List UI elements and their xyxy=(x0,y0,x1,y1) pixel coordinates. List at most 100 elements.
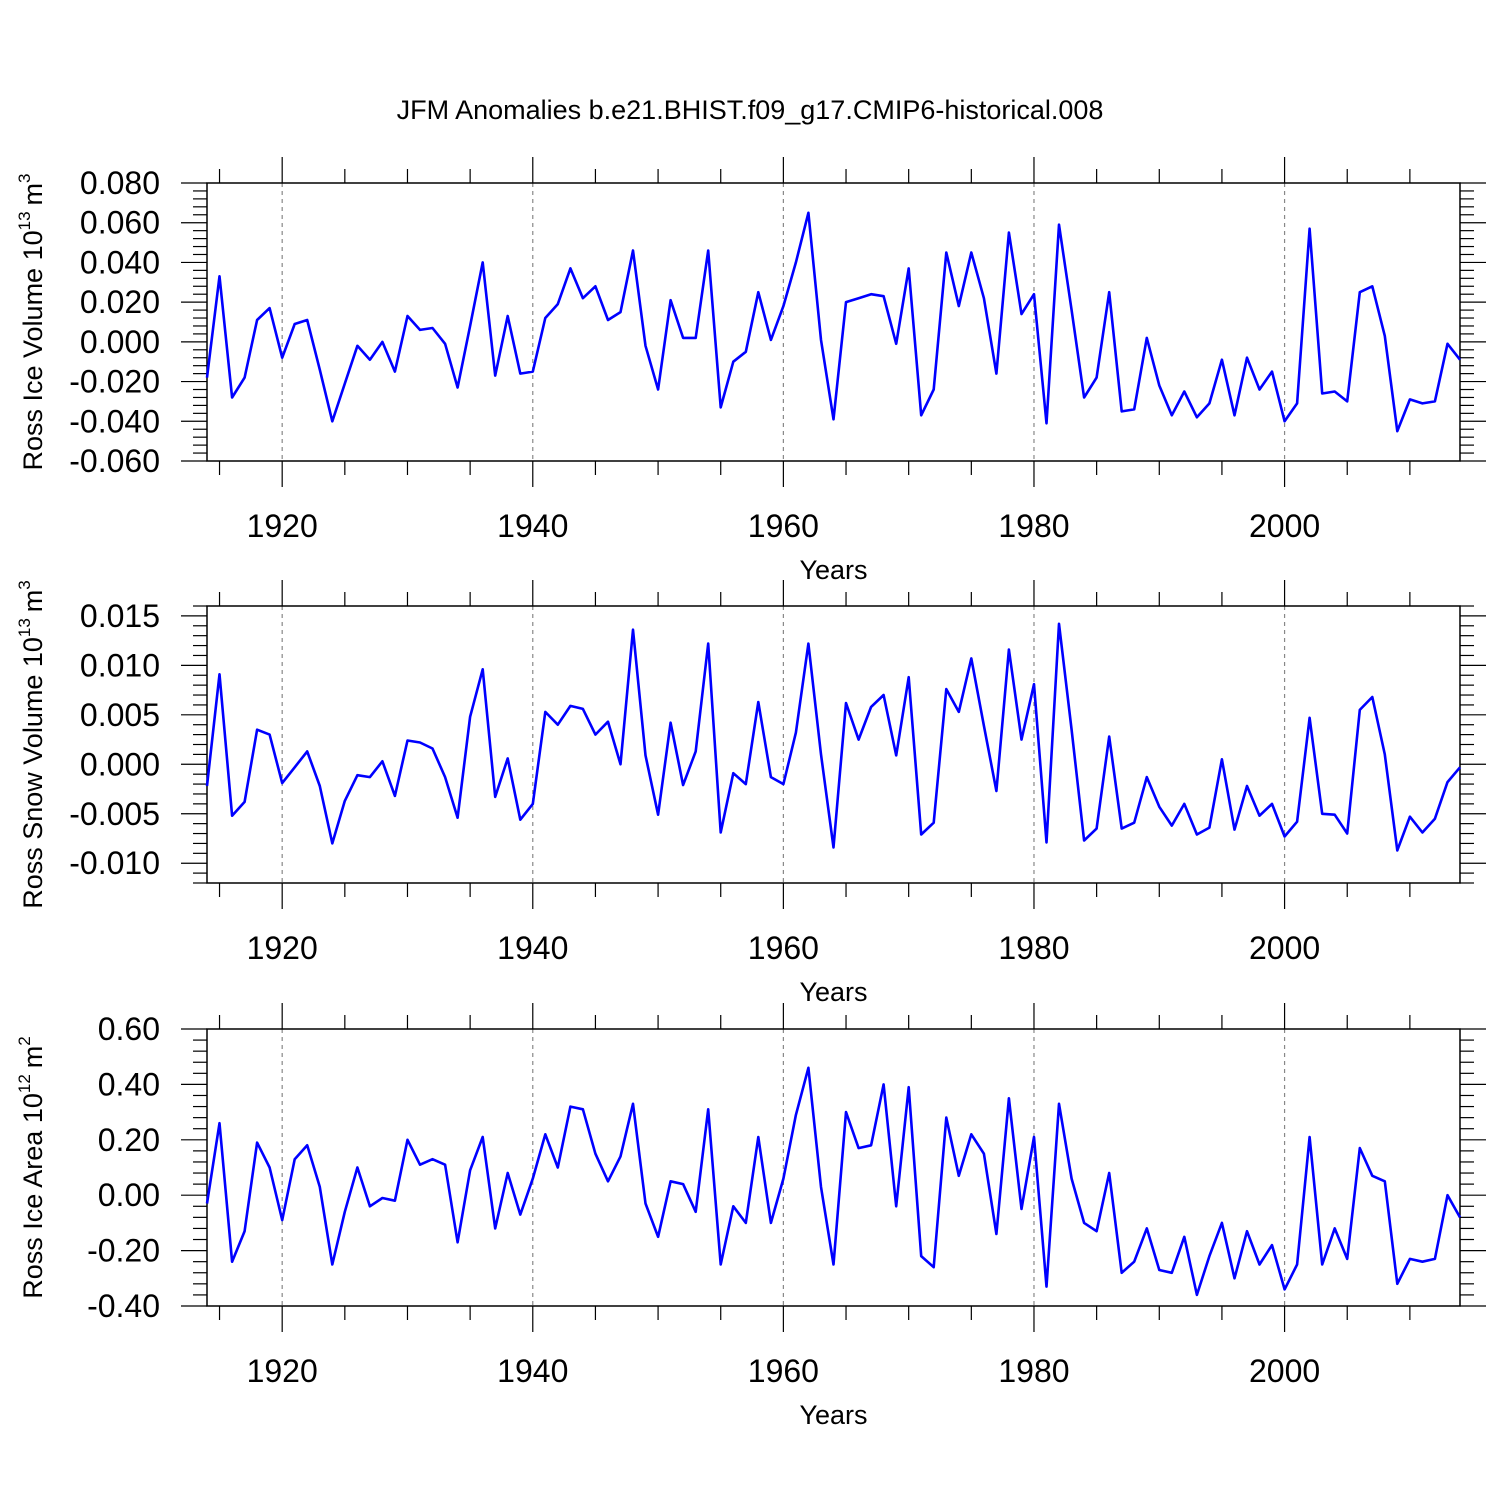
data-point xyxy=(1008,1097,1011,1100)
y-tick-label: 0.000 xyxy=(80,324,160,360)
data-point xyxy=(694,750,697,753)
data-point xyxy=(1233,828,1236,831)
data-point xyxy=(719,1263,722,1266)
y-tick-label: -0.005 xyxy=(69,796,160,832)
x-tick-label: 2000 xyxy=(1249,508,1320,544)
data-point xyxy=(1308,1136,1311,1139)
data-point xyxy=(406,315,409,318)
x-axis-title: Years xyxy=(799,1400,867,1430)
data-point xyxy=(231,396,234,399)
data-point xyxy=(544,711,547,714)
data-point xyxy=(1233,1277,1236,1280)
data-point xyxy=(531,370,534,373)
data-point xyxy=(494,1227,497,1230)
y-tick-label: -0.010 xyxy=(69,845,160,881)
data-point xyxy=(519,1213,522,1216)
data-point xyxy=(1045,841,1048,844)
y-tick-label: 0.015 xyxy=(80,598,160,634)
x-tick-label: 2000 xyxy=(1249,1353,1320,1389)
data-point xyxy=(331,420,334,423)
y-axis-title-unit: m xyxy=(18,590,48,613)
data-point xyxy=(1271,803,1274,806)
data-point xyxy=(619,1155,622,1158)
data-point xyxy=(882,295,885,298)
data-point xyxy=(369,1205,372,1208)
data-point xyxy=(1346,832,1349,835)
data-point xyxy=(469,325,472,328)
data-point xyxy=(644,1202,647,1205)
x-tick-label: 1940 xyxy=(497,1353,568,1389)
data-point xyxy=(356,1166,359,1169)
data-point xyxy=(1221,358,1224,361)
data-point xyxy=(707,642,710,645)
data-point xyxy=(1158,1269,1161,1272)
series-line xyxy=(205,1066,1462,1297)
data-point xyxy=(1020,738,1023,741)
data-point xyxy=(1308,227,1311,230)
data-point xyxy=(318,368,321,371)
data-point xyxy=(845,702,848,705)
data-point xyxy=(744,1222,747,1225)
data-point xyxy=(619,311,622,314)
y-tick-label: 0.020 xyxy=(80,284,160,320)
data-point xyxy=(757,1136,760,1139)
data-point xyxy=(907,676,910,679)
y-axis-title-main: Ross Ice Volume 10 xyxy=(18,230,48,470)
data-point xyxy=(469,716,472,719)
data-point xyxy=(557,303,560,306)
data-point xyxy=(895,343,898,346)
data-point xyxy=(732,772,735,775)
data-point xyxy=(1271,370,1274,373)
data-point xyxy=(1221,1222,1224,1225)
data-point xyxy=(306,750,309,753)
y-tick-label: 0.040 xyxy=(80,244,160,280)
data-point xyxy=(481,261,484,264)
data-point xyxy=(469,1169,472,1172)
data-point xyxy=(1371,696,1374,699)
data-point xyxy=(1283,835,1286,838)
data-point xyxy=(344,382,347,385)
data-point xyxy=(419,329,422,332)
data-point xyxy=(644,345,647,348)
x-tick-label: 1960 xyxy=(748,508,819,544)
data-point xyxy=(218,1122,221,1125)
data-point xyxy=(657,388,660,391)
data-point xyxy=(945,688,948,691)
data-point xyxy=(506,757,509,760)
data-point xyxy=(1120,1271,1123,1274)
data-point xyxy=(1095,1230,1098,1233)
data-point xyxy=(1145,776,1148,779)
data-point xyxy=(306,1144,309,1147)
data-point xyxy=(1459,1216,1462,1219)
y-axis-title-main: Ross Ice Area 10 xyxy=(18,1093,48,1299)
data-point xyxy=(243,1230,246,1233)
y-axis-title-main: Ross Snow Volume 10 xyxy=(18,637,48,909)
data-point xyxy=(770,776,773,779)
data-point xyxy=(281,1219,284,1222)
data-point xyxy=(770,339,773,342)
data-point xyxy=(394,370,397,373)
x-tick-label: 1960 xyxy=(748,1353,819,1389)
data-point xyxy=(682,784,685,787)
data-point xyxy=(669,299,672,302)
data-point xyxy=(1108,1172,1111,1175)
data-point xyxy=(707,249,710,252)
data-point xyxy=(607,1180,610,1183)
data-point xyxy=(1384,335,1387,338)
data-point xyxy=(619,763,622,766)
y-axis-title-exponent: 13 xyxy=(15,618,34,637)
data-point xyxy=(632,1102,635,1105)
data-point xyxy=(1083,1222,1086,1225)
data-point xyxy=(832,1263,835,1266)
series-line xyxy=(205,211,1462,433)
data-point xyxy=(795,261,798,264)
y-tick-label: -0.20 xyxy=(87,1233,160,1269)
data-point xyxy=(406,739,409,742)
data-point xyxy=(1145,1227,1148,1230)
data-point xyxy=(1246,785,1249,788)
data-point xyxy=(1196,1294,1199,1297)
y-axis-title-exponent: 13 xyxy=(15,211,34,230)
chart-panel-2: -0.010 -0.005 0.000 0.005 0.010 0.015 1920 1940… xyxy=(15,580,1486,1007)
